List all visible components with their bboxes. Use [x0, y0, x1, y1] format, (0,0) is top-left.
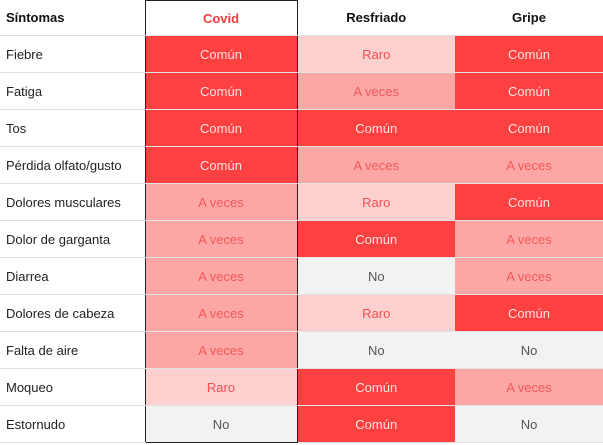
resfriado-cell: Raro	[297, 35, 455, 73]
covid-cell: A veces	[144, 294, 298, 332]
symptom-cell: Moqueo	[0, 368, 145, 406]
symptom-cell: Fiebre	[0, 35, 145, 73]
covid-cell: Común	[144, 146, 298, 184]
symptom-cell: Fatiga	[0, 72, 145, 110]
resfriado-cell: Raro	[297, 294, 455, 332]
table-row: Diarrea A veces No A veces	[0, 257, 603, 295]
resfriado-cell: Raro	[297, 183, 455, 221]
header-row: Síntomas Covid Resfriado Gripe	[0, 0, 603, 36]
table-row: Dolores de cabeza A veces Raro Común	[0, 294, 603, 332]
covid-cell: Común	[144, 109, 298, 147]
gripe-cell: A veces	[455, 220, 603, 258]
gripe-cell: A veces	[455, 146, 603, 184]
resfriado-cell: No	[297, 257, 455, 295]
symptom-cell: Estornudo	[0, 405, 145, 443]
covid-cell: No	[144, 405, 298, 443]
covid-cell: Raro	[144, 368, 298, 406]
symptom-cell: Dolor de garganta	[0, 220, 145, 258]
resfriado-cell: A veces	[297, 146, 455, 184]
gripe-cell: Común	[455, 183, 603, 221]
gripe-cell: No	[455, 405, 603, 443]
covid-cell: A veces	[144, 257, 298, 295]
covid-cell: A veces	[144, 220, 298, 258]
table-row: Moqueo Raro Común A veces	[0, 368, 603, 406]
resfriado-cell: A veces	[297, 72, 455, 110]
resfriado-cell: No	[297, 331, 455, 369]
table-row: Tos Común Común Común	[0, 109, 603, 147]
gripe-cell: Común	[455, 35, 603, 73]
gripe-cell: Común	[455, 72, 603, 110]
covid-cell: A veces	[144, 183, 298, 221]
gripe-cell: No	[455, 331, 603, 369]
table-row: Fatiga Común A veces Común	[0, 72, 603, 110]
resfriado-cell: Común	[297, 109, 455, 147]
symptom-cell: Dolores musculares	[0, 183, 145, 221]
symptom-cell: Tos	[0, 109, 145, 147]
header-covid: Covid	[144, 0, 298, 36]
symptom-cell: Diarrea	[0, 257, 145, 295]
table-row: Dolores musculares A veces Raro Común	[0, 183, 603, 221]
table-row: Fiebre Común Raro Común	[0, 35, 603, 73]
gripe-cell: Común	[455, 294, 603, 332]
table-row: Dolor de garganta A veces Común A veces	[0, 220, 603, 258]
resfriado-cell: Común	[297, 368, 455, 406]
symptom-cell: Falta de aire	[0, 331, 145, 369]
table-row: Estornudo No Común No	[0, 405, 603, 443]
resfriado-cell: Común	[297, 220, 455, 258]
table-row: Pérdida olfato/gusto Común A veces A vec…	[0, 146, 603, 184]
header-resfriado: Resfriado	[297, 0, 455, 36]
table-row: Falta de aire A veces No No	[0, 331, 603, 369]
header-gripe: Gripe	[455, 0, 603, 36]
header-symptoms: Síntomas	[0, 0, 145, 36]
covid-cell: Común	[144, 35, 298, 73]
covid-cell: A veces	[144, 331, 298, 369]
symptom-cell: Dolores de cabeza	[0, 294, 145, 332]
covid-cell: Común	[144, 72, 298, 110]
symptom-cell: Pérdida olfato/gusto	[0, 146, 145, 184]
gripe-cell: A veces	[455, 257, 603, 295]
resfriado-cell: Común	[297, 405, 455, 443]
gripe-cell: A veces	[455, 368, 603, 406]
gripe-cell: Común	[455, 109, 603, 147]
